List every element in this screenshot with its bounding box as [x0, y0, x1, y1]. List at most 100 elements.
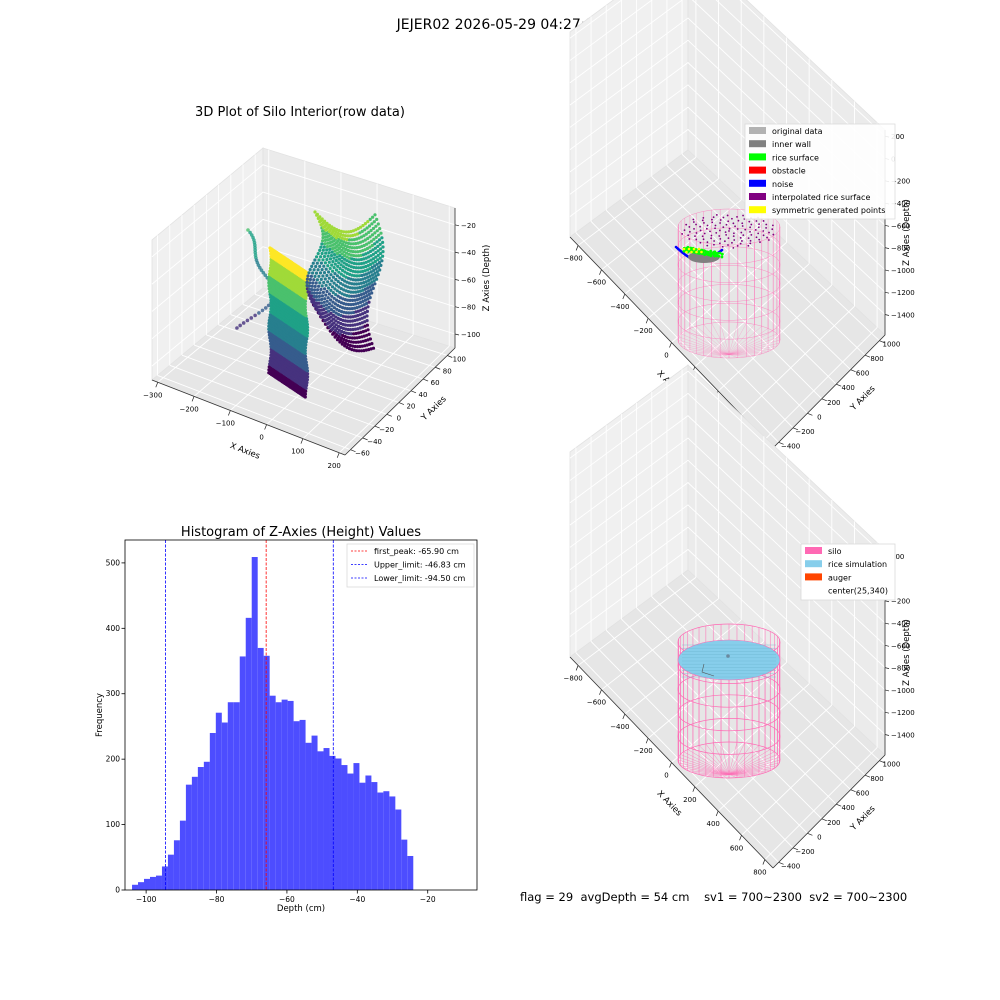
data-point — [354, 228, 358, 232]
interp-point — [688, 226, 691, 228]
grid-line-z — [569, 106, 886, 293]
interp-point — [755, 236, 758, 239]
data-point — [363, 311, 367, 315]
data-point — [339, 313, 343, 318]
silo-wire — [683, 751, 730, 775]
data-point — [376, 244, 380, 248]
data-point — [353, 318, 357, 323]
data-point — [379, 231, 383, 235]
data-point — [344, 315, 348, 319]
interp-point — [733, 239, 736, 241]
data-point — [305, 331, 310, 335]
legend-swatch — [749, 153, 766, 161]
data-point — [355, 282, 359, 286]
data-point — [355, 262, 359, 266]
data-point — [363, 344, 367, 348]
data-point — [355, 298, 359, 302]
data-point — [330, 294, 334, 298]
data-point — [333, 253, 337, 257]
histogram-bar — [389, 796, 396, 890]
interp-point — [681, 233, 684, 235]
silo-wire — [728, 333, 778, 355]
data-point — [351, 327, 355, 332]
interp-point — [759, 241, 761, 244]
tick-y — [807, 832, 813, 836]
data-point — [337, 270, 341, 274]
interp-point — [703, 222, 705, 224]
data-point — [357, 282, 361, 286]
data-point — [347, 281, 351, 285]
interp-point — [721, 245, 724, 248]
silo-wire — [720, 742, 730, 775]
data-point — [313, 288, 317, 292]
grid-line-y — [636, 607, 837, 805]
tick-label-y: 200 — [827, 399, 840, 407]
data-point — [354, 242, 358, 246]
silo-wire — [684, 330, 730, 355]
grid-line-x — [741, 306, 855, 416]
data-point — [369, 288, 373, 292]
legend-label: rice surface — [772, 153, 819, 162]
data-point — [329, 298, 333, 302]
data-point — [349, 332, 353, 336]
data-point — [352, 254, 356, 258]
data-point — [367, 230, 371, 234]
rice-surface-point — [716, 251, 719, 255]
figure-title: JEJER02 2026-05-29 04:27:34 — [396, 17, 604, 33]
tick-z — [884, 314, 890, 316]
data-point — [306, 325, 310, 329]
data-point — [362, 292, 366, 296]
rice-surface-point — [709, 252, 713, 256]
tick-y — [836, 803, 842, 807]
data-point — [368, 285, 372, 289]
data-point — [346, 285, 350, 289]
tick-x — [228, 410, 231, 416]
data-point — [362, 349, 366, 353]
panel-simulation: 3D simulation of Silo Interior−800−600−4… — [564, 364, 915, 877]
histogram-bar — [161, 866, 168, 890]
data-point — [363, 284, 367, 288]
interp-point — [742, 234, 745, 237]
data-point — [320, 284, 324, 288]
data-point — [364, 260, 368, 264]
data-point — [351, 319, 355, 323]
tick-y — [792, 847, 799, 851]
tick-label-z: −1400 — [891, 732, 915, 740]
data-point — [371, 257, 375, 261]
data-point — [317, 258, 321, 262]
data-point — [348, 307, 352, 311]
data-point — [305, 378, 309, 382]
silo-wire — [687, 749, 730, 775]
data-point — [311, 281, 315, 285]
interp-point — [750, 223, 753, 226]
tick-label-x: 200 — [683, 796, 696, 804]
histogram-bar — [173, 840, 180, 890]
data-point — [381, 250, 385, 254]
silo-wire — [680, 333, 730, 355]
histogram-bar — [311, 735, 318, 890]
silo-wire — [713, 742, 730, 775]
data-point — [347, 230, 351, 234]
interp-point — [749, 242, 752, 245]
data-point — [352, 332, 356, 336]
grid-line-y — [666, 165, 866, 356]
data-point — [343, 344, 347, 348]
data-point — [363, 315, 367, 319]
rice-surface-point — [709, 249, 713, 253]
data-point — [363, 248, 367, 252]
data-point — [335, 289, 339, 293]
data-point — [372, 220, 376, 224]
grid-line-x — [764, 327, 878, 440]
data-point — [330, 263, 334, 267]
data-point — [312, 268, 316, 272]
data-point — [344, 275, 348, 279]
data-point — [340, 256, 344, 260]
data-point — [365, 323, 369, 327]
grid-line-y — [157, 374, 351, 451]
interp-point — [699, 229, 702, 232]
interp-point — [732, 232, 735, 235]
tick-label-x: 200 — [328, 462, 341, 470]
data-point — [345, 271, 349, 275]
data-point — [350, 261, 354, 265]
data-point — [347, 294, 351, 298]
